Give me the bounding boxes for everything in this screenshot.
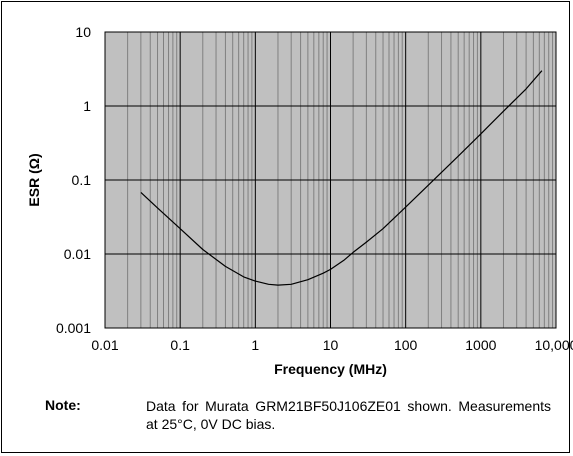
y-tick-labels: 0.001 0.01 0.1 1 10 <box>56 24 91 336</box>
note-text: Data for Murata GRM21BF50J106ZE01 shown.… <box>146 398 551 432</box>
y-tick-label: 0.01 <box>64 246 91 262</box>
x-tick-label: 0.1 <box>170 337 190 353</box>
x-axis-title: Frequency (MHz) <box>274 361 387 377</box>
y-tick-label: 1 <box>83 98 91 114</box>
x-tick-label: 100 <box>394 337 418 353</box>
note-label: Note: <box>45 397 81 413</box>
x-tick-label: 1 <box>251 337 259 353</box>
esr-series-line <box>140 70 543 286</box>
x-tick-label: 0.01 <box>91 337 118 353</box>
y-axis-title: ESR (Ω) <box>26 153 42 206</box>
x-tick-label: 1000 <box>465 337 496 353</box>
plot-border <box>104 31 557 329</box>
series-layer <box>140 70 543 286</box>
x-tick-label: 10,000 <box>535 337 573 353</box>
x-tick-label: 10 <box>323 337 339 353</box>
y-tick-label: 0.001 <box>56 320 91 336</box>
x-tick-labels: 0.01 0.1 1 10 100 1000 10,000 <box>91 337 573 353</box>
y-tick-label: 0.1 <box>72 172 92 188</box>
y-tick-label: 10 <box>75 24 91 40</box>
